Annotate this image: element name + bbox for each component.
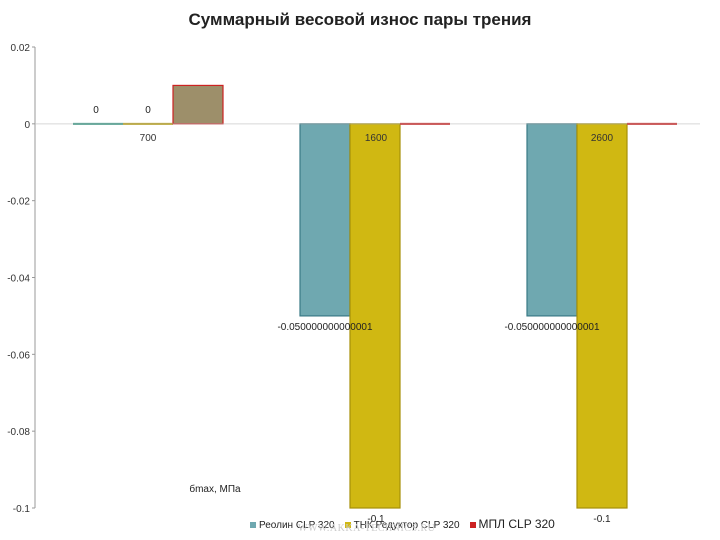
- data-label: 0: [145, 105, 151, 116]
- y-tick-label: 0.02: [11, 43, 31, 54]
- bar-1-2600: [526, 123, 578, 317]
- y-tick-label: -0.04: [7, 274, 30, 285]
- legend-label: МПЛ CLP 320: [478, 517, 555, 531]
- bar-2-2600: [576, 123, 628, 509]
- legend: Реолин CLP 320 ТНК Редуктор CLP 320 МПЛ CL…: [250, 517, 565, 531]
- y-tick-label: -0.1: [13, 504, 31, 515]
- bar-1-1600: [299, 123, 351, 317]
- data-label: -0.050000000000001: [277, 322, 373, 333]
- y-tick-label: -0.08: [7, 427, 30, 438]
- legend-item: МПЛ CLP 320: [469, 517, 555, 531]
- y-tick-label: -0.06: [7, 350, 30, 361]
- x-axis-label: бmax, МПа: [189, 483, 241, 495]
- legend-label: Реолин CLP 320: [259, 520, 335, 531]
- bar-3-700: [172, 84, 224, 125]
- data-label: -0.050000000000001: [504, 322, 600, 333]
- x-tick-label: 700: [140, 133, 157, 144]
- legend-item: ТНК Редуктор CLP 320: [344, 520, 460, 531]
- y-tick-label: -0.02: [7, 197, 30, 208]
- x-tick-label: 2600: [591, 133, 614, 144]
- data-label: -0.1: [593, 514, 611, 525]
- legend-swatch: [250, 522, 256, 529]
- legend-swatch: [469, 522, 476, 529]
- bar-2-1600: [349, 123, 401, 509]
- data-label: -0.1: [367, 514, 385, 525]
- legend-swatch: [344, 522, 351, 529]
- y-tick-label: 0: [24, 120, 30, 131]
- watermark: WWW.AKKA-TECHNICS.RU: [298, 523, 436, 534]
- data-label: 0: [93, 105, 99, 116]
- legend-item: Реолин CLP 320: [250, 520, 335, 531]
- x-tick-label: 1600: [365, 133, 388, 144]
- legend-label: ТНК Редуктор CLP 320: [353, 520, 460, 531]
- chart-title: Суммарный весовой износ пары трения: [188, 10, 532, 29]
